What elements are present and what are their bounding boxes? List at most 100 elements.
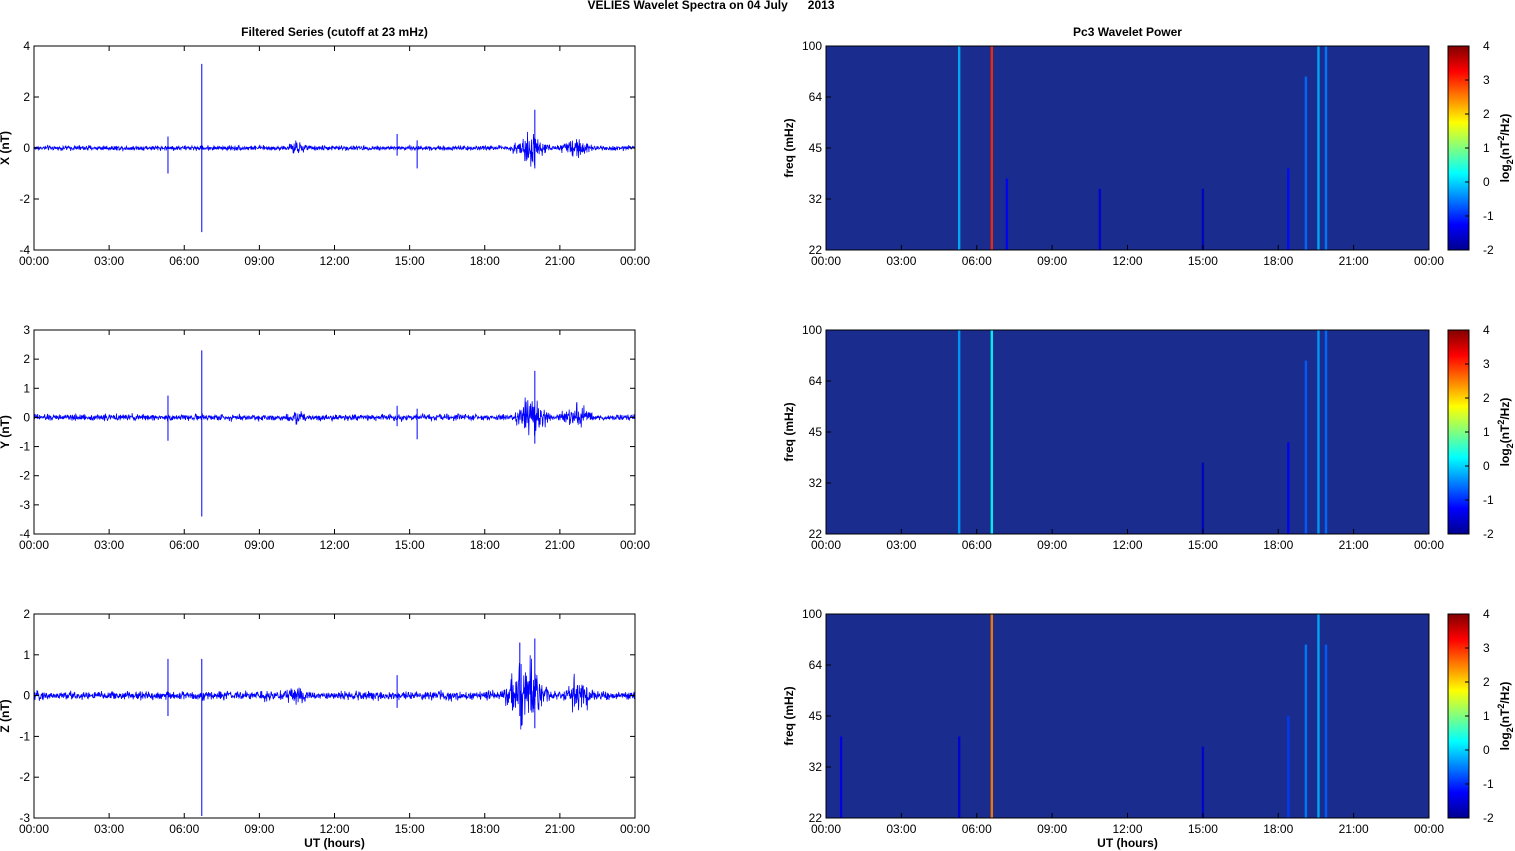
power-streak bbox=[990, 46, 994, 250]
series-axes-box bbox=[33, 329, 636, 535]
x-tick-label: 00:00 bbox=[811, 822, 841, 836]
x-tick-label: 00:00 bbox=[19, 822, 49, 836]
x-tick-label: 12:00 bbox=[1112, 254, 1142, 268]
y-tick-label: 2 bbox=[23, 352, 30, 366]
x-tick-label: 15:00 bbox=[1188, 822, 1218, 836]
power-streak bbox=[990, 614, 994, 818]
series-y-label: X (nT) bbox=[0, 131, 12, 165]
freq-tick-label: 64 bbox=[809, 374, 823, 388]
x-tick-label: 18:00 bbox=[470, 822, 500, 836]
y-tick-label: -2 bbox=[19, 469, 30, 483]
freq-tick-label: 100 bbox=[802, 39, 822, 53]
series-title: Filtered Series (cutoff at 23 mHz) bbox=[241, 25, 428, 39]
x-tick-label: 00:00 bbox=[811, 538, 841, 552]
series-x-label: UT (hours) bbox=[304, 836, 365, 850]
power-streak bbox=[957, 736, 961, 818]
colorbar-label: log2(nT2/Hz) bbox=[1496, 114, 1515, 183]
colorbar-label: log2(nT2/Hz) bbox=[1496, 682, 1515, 751]
y-tick-label: 0 bbox=[23, 141, 30, 155]
colorbar-tick-label: 2 bbox=[1483, 391, 1490, 405]
x-tick-label: 09:00 bbox=[244, 538, 274, 552]
x-tick-label: 12:00 bbox=[319, 822, 349, 836]
freq-tick-label: 32 bbox=[809, 476, 823, 490]
power-streak bbox=[990, 330, 994, 534]
x-tick-label: 21:00 bbox=[1339, 538, 1369, 552]
y-tick-label: 2 bbox=[23, 90, 30, 104]
power-streak bbox=[1304, 360, 1308, 534]
heatmap-background bbox=[826, 330, 1429, 534]
x-tick-label: 15:00 bbox=[395, 254, 425, 268]
freq-axis-label: freq (mHz) bbox=[782, 118, 796, 177]
x-tick-label: 12:00 bbox=[319, 254, 349, 268]
power-streak bbox=[1201, 746, 1205, 818]
x-tick-label: 06:00 bbox=[169, 254, 199, 268]
colorbar-tick-label: 3 bbox=[1483, 641, 1490, 655]
series-panel-x: 420-2-400:00 03:00 06:00 09:00 12:00 15:00 18:… bbox=[0, 25, 650, 268]
power-streak bbox=[1324, 330, 1328, 534]
colorbar-tick-label: 2 bbox=[1483, 107, 1490, 121]
x-tick-label: 12:00 bbox=[319, 538, 349, 552]
power-streak bbox=[1317, 614, 1320, 818]
power-streak bbox=[1287, 168, 1290, 250]
freq-tick-label: 64 bbox=[809, 90, 823, 104]
series-axes-box bbox=[33, 613, 636, 819]
colorbar-tick-label: 4 bbox=[1483, 607, 1490, 621]
colorbar-tick-label: 3 bbox=[1483, 357, 1490, 371]
power-streak bbox=[1005, 178, 1009, 250]
y-tick-label: 1 bbox=[23, 648, 30, 662]
colorbar-tick-label: 1 bbox=[1483, 425, 1490, 439]
colorbar-tick-label: 1 bbox=[1483, 141, 1490, 155]
power-streak bbox=[1317, 46, 1320, 250]
colorbar-tick-label: 0 bbox=[1483, 743, 1490, 757]
x-tick-label: 00:00 bbox=[811, 254, 841, 268]
series-panel-z: 210-1-2-300:00 03:00 06:00 09:00 12:00 15:00 1… bbox=[0, 607, 650, 850]
x-tick-label: 06:00 bbox=[962, 538, 992, 552]
x-tick-label: 06:00 bbox=[962, 822, 992, 836]
trace-line bbox=[33, 397, 636, 436]
power-streak bbox=[1201, 188, 1205, 250]
x-tick-label: 18:00 bbox=[1263, 538, 1293, 552]
freq-tick-label: 22 bbox=[809, 527, 823, 541]
x-tick-label: 09:00 bbox=[244, 822, 274, 836]
colorbar-tick-label: 0 bbox=[1483, 459, 1490, 473]
x-tick-label: 21:00 bbox=[1339, 822, 1369, 836]
x-tick-label: 15:00 bbox=[395, 538, 425, 552]
x-tick-label: 21:00 bbox=[545, 538, 575, 552]
colorbar-tick-label: 3 bbox=[1483, 73, 1490, 87]
colorbar-tick-label: 0 bbox=[1483, 175, 1490, 189]
x-tick-label: 21:00 bbox=[545, 822, 575, 836]
freq-tick-label: 100 bbox=[802, 323, 822, 337]
y-tick-label: -1 bbox=[19, 440, 30, 454]
y-tick-label: -2 bbox=[19, 770, 30, 784]
panel-row-1: 420-2-400:00 03:00 06:00 09:00 12:00 15:00 18:… bbox=[0, 25, 1515, 268]
x-tick-label: 09:00 bbox=[244, 254, 274, 268]
heatmap-background bbox=[826, 614, 1429, 818]
x-tick-label: 15:00 bbox=[1188, 538, 1218, 552]
colorbar-1: 4 3 2 1 0 -1 -2 log2(nT2/Hz) bbox=[1447, 39, 1515, 257]
plot-area: 420-2-400:00 03:00 06:00 09:00 12:00 15:00 18:… bbox=[0, 25, 1515, 850]
x-tick-label: 15:00 bbox=[395, 822, 425, 836]
freq-tick-label: 22 bbox=[809, 811, 823, 825]
colorbar-3: 4 3 2 1 0 -1 -2 log2(nT2/Hz) bbox=[1447, 607, 1515, 825]
y-tick-label: 2 bbox=[23, 607, 30, 621]
panel-row-3: 210-1-2-300:00 03:00 06:00 09:00 12:00 15:00 1… bbox=[0, 607, 1515, 850]
x-tick-label: 00:00 bbox=[1414, 822, 1444, 836]
power-streak bbox=[1287, 716, 1290, 818]
trace-line bbox=[33, 655, 636, 730]
x-tick-label: 06:00 bbox=[169, 538, 199, 552]
colorbar-2: 4 3 2 1 0 -1 -2 log2(nT2/Hz) bbox=[1447, 323, 1515, 541]
series-y-label: Y (nT) bbox=[0, 415, 12, 449]
y-tick-label: -2 bbox=[19, 192, 30, 206]
power-streak bbox=[1304, 644, 1308, 818]
colorbar-tick-label: 2 bbox=[1483, 675, 1490, 689]
x-tick-label: 06:00 bbox=[169, 822, 199, 836]
x-tick-label: 18:00 bbox=[470, 538, 500, 552]
y-tick-label: 3 bbox=[23, 323, 30, 337]
x-tick-label: 00:00 bbox=[620, 254, 650, 268]
